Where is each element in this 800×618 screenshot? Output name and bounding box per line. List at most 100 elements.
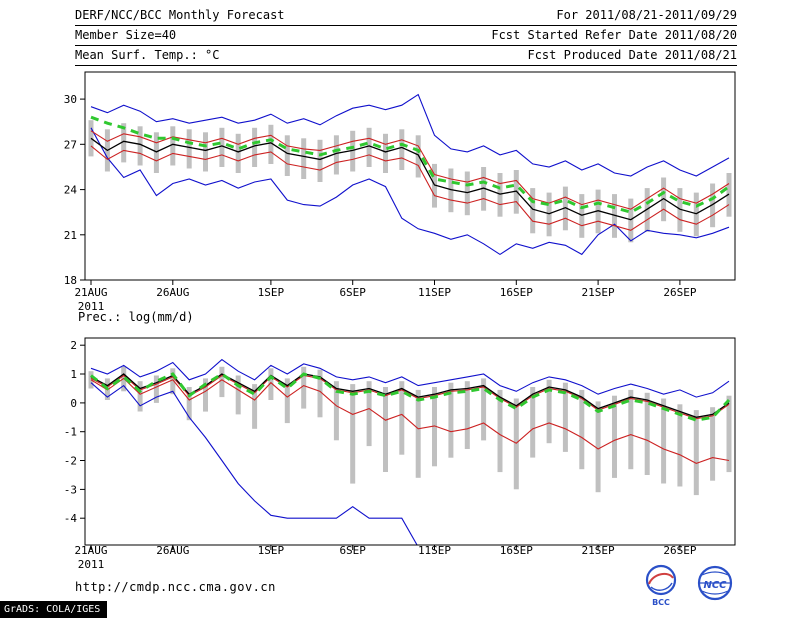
spread-bar — [628, 198, 634, 243]
spread-bar — [366, 127, 372, 167]
spread-bar — [432, 387, 437, 467]
x-year-label: 2011 — [78, 300, 105, 313]
x-year-label: 2011 — [78, 558, 105, 571]
series-line-black-ensemble-mean — [90, 373, 730, 418]
spread-bar — [252, 127, 258, 167]
spread-bar — [399, 129, 405, 170]
spread-bar — [530, 188, 536, 234]
y-tick-label: 1 — [70, 368, 77, 381]
spread-bar — [693, 192, 699, 237]
spread-bar — [153, 375, 159, 403]
x-tick-label: 21SEP — [582, 544, 615, 557]
grads-credit: GrADS: COLA/IGES — [0, 601, 108, 618]
bcc-logo-text: BCC — [652, 598, 670, 607]
spread-bar — [612, 395, 617, 478]
spread-bar — [530, 387, 536, 458]
spread-bar — [350, 130, 356, 172]
spread-bar — [448, 168, 454, 213]
bcc-logo-circle — [645, 564, 677, 596]
spread-bar — [186, 129, 192, 169]
spread-bar — [562, 382, 568, 452]
x-tick-label: 21AUG — [74, 286, 107, 299]
member-size-label: Member Size=40 — [75, 28, 177, 42]
x-tick-label: 1SEP — [258, 544, 285, 557]
ensemble-spread-bars — [88, 366, 732, 496]
bcc-logo-swirl2 — [650, 582, 673, 591]
x-axis: 21AUG 26AUG 1SEP 6SEP 11SEP 16SEP 21SEP 26SEP 20… — [74, 280, 697, 313]
spread-bar — [464, 381, 470, 449]
x-tick-label: 21AUG — [74, 544, 107, 557]
spread-bar — [284, 135, 290, 176]
spread-bar — [203, 132, 208, 172]
spread-bar — [579, 389, 585, 470]
spread-bar — [333, 381, 339, 441]
page-title: DERF/NCC/BCC Monthly Forecast — [75, 8, 285, 22]
spread-bar — [383, 387, 388, 472]
x-tick-label: 26SEP — [663, 544, 696, 557]
spread-bar — [415, 135, 421, 178]
spread-bar — [317, 369, 323, 418]
y-tick-label: 0 — [70, 397, 77, 410]
precip-axis-title: Prec.: log(mm/d) — [78, 310, 194, 324]
spread-bar — [513, 398, 519, 490]
axis-frame — [84, 337, 736, 546]
y-tick-label: -2 — [64, 455, 77, 468]
spread-bar — [628, 389, 634, 470]
header-row-2: Member Size=40 Fcst Started Refer Date 2… — [75, 26, 737, 46]
spread-bar — [301, 366, 307, 409]
spread-bar — [350, 384, 356, 484]
x-tick-label: 1SEP — [258, 286, 285, 299]
spread-bar — [235, 375, 241, 415]
spread-bar — [546, 379, 552, 444]
spread-bar — [595, 401, 601, 493]
x-axis: 21AUG 26AUG 1SEP 6SEP 11SEP 16SEP 21SEP 26SEP 20… — [74, 544, 696, 571]
variable-label: Mean Surf. Temp.: °C — [75, 48, 220, 62]
website-url: http://cmdp.ncc.cma.gov.cn — [75, 580, 276, 594]
y-tick-label: 18 — [64, 274, 77, 287]
footer-logos: BCC NCC — [638, 563, 740, 607]
refer-date-label: Fcst Started Refer Date 2011/08/20 — [491, 28, 737, 42]
y-tick-label: 24 — [64, 184, 78, 197]
spread-bar — [219, 127, 225, 167]
spread-bar — [710, 183, 716, 228]
spread-bar — [481, 378, 487, 441]
series-line-red-lower — [90, 377, 730, 464]
header-row-3: Mean Surf. Temp.: °C Fcst Produced Date … — [75, 46, 737, 66]
series-line-blue-lower-envelope — [90, 127, 730, 256]
spread-bar — [121, 123, 127, 163]
y-tick-label: -4 — [64, 512, 78, 525]
bcc-logo-swirl — [648, 572, 674, 585]
x-tick-label: 6SEP — [339, 544, 366, 557]
y-tick-label: 21 — [64, 229, 77, 242]
x-tick-label: 16SEP — [500, 286, 533, 299]
spread-bar — [301, 138, 307, 179]
series-line-red-lower — [90, 145, 730, 231]
ncc-logo-text: NCC — [703, 580, 727, 591]
spread-bar — [710, 407, 716, 481]
spread-bar — [219, 366, 225, 398]
forecast-range: For 2011/08/21-2011/09/29 — [556, 8, 737, 22]
header-row-1: DERF/NCC/BCC Monthly Forecast For 2011/0… — [75, 6, 737, 26]
y-tick-label: 30 — [64, 93, 77, 106]
x-tick-label: 21SEP — [582, 286, 615, 299]
spread-bar — [497, 173, 503, 217]
spread-bar — [284, 378, 290, 424]
spread-bar — [137, 381, 143, 412]
spread-bar — [612, 194, 617, 238]
plot-area — [88, 93, 732, 256]
spread-bar — [661, 398, 667, 484]
spread-bar — [415, 389, 421, 478]
ncc-logo: NCC — [697, 565, 733, 601]
spread-bar — [562, 186, 568, 231]
spread-bar — [726, 395, 732, 473]
bcc-logo: BCC — [645, 564, 677, 607]
spread-bar — [677, 188, 683, 232]
ncc-logo-graticule — [699, 571, 731, 595]
spread-bar — [579, 194, 585, 238]
spread-bar — [268, 124, 274, 164]
series-line-red-upper — [90, 130, 730, 210]
spread-bar — [383, 133, 388, 173]
spread-bar — [317, 139, 323, 182]
